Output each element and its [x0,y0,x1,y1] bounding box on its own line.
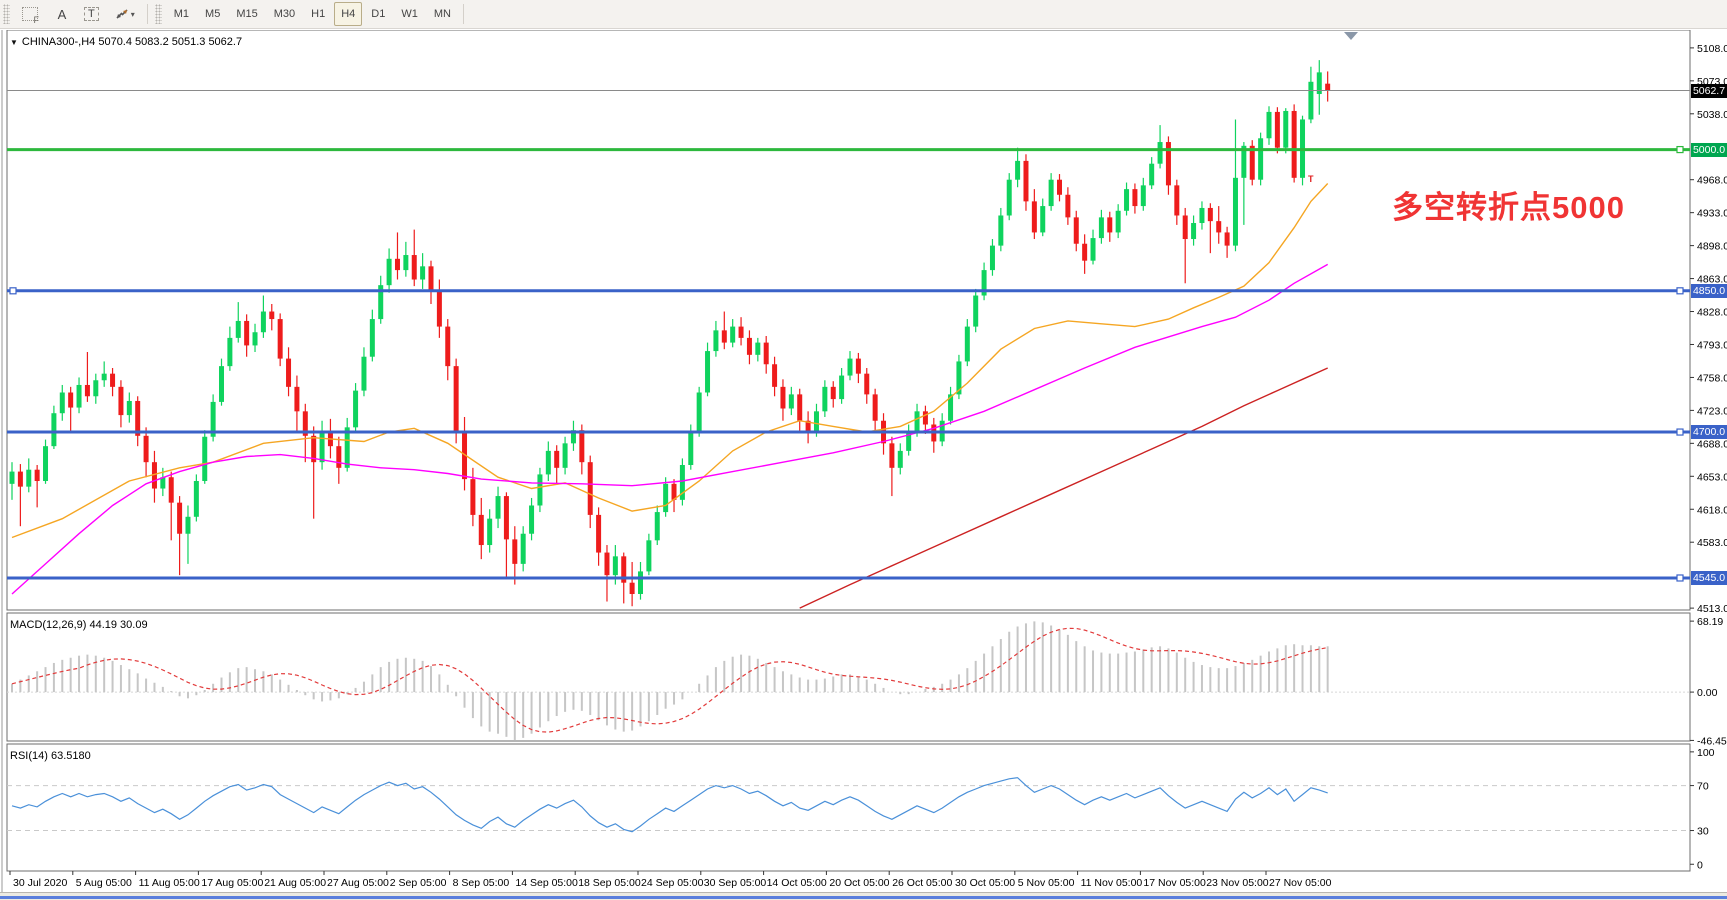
timeframe-button-group: M1 M5 M15 M30 H1 H4 D1 W1 MN [166,2,459,26]
chart-window[interactable]: ▼ CHINA300-,H4 5070.4 5083.2 5051.3 5062.… [0,30,1727,892]
chart-canvas[interactable]: 5108.05073.05038.04968.04933.04898.04863… [0,30,1727,892]
svg-text:4583.0: 4583.0 [1697,537,1727,549]
terminal-panel-edge [0,892,1727,900]
toolbar: F A T ▾ M1 M5 M15 M30 H1 H4 D1 W1 MN [0,0,1727,29]
svg-text:14 Sep 05:00: 14 Sep 05:00 [515,877,578,889]
dotted-grid-icon: F [22,7,39,25]
svg-text:30: 30 [1697,826,1709,838]
svg-text:30 Jul 2020: 30 Jul 2020 [13,877,67,889]
text-label-button[interactable]: T [77,2,106,26]
svg-text:4793.0: 4793.0 [1697,339,1727,351]
toolbar-separator [146,4,148,24]
svg-text:4513.0: 4513.0 [1697,603,1727,615]
rsi-line [11,777,1328,833]
svg-text:14 Oct 05:00: 14 Oct 05:00 [767,877,827,889]
chart-annotation-text[interactable]: 多空转折点5000 [1392,190,1625,225]
svg-text:26 Oct 05:00: 26 Oct 05:00 [892,877,952,889]
cursor-mode-button[interactable]: ▾ [108,2,142,26]
timeframe-button-h4[interactable]: H4 [334,2,363,26]
svg-text:24 Sep 05:00: 24 Sep 05:00 [641,877,704,889]
svg-text:0.00: 0.00 [1697,687,1718,699]
svg-text:4758.0: 4758.0 [1697,372,1727,384]
svg-text:23 Nov 05:00: 23 Nov 05:00 [1206,877,1269,889]
diagonal-arrows-icon [116,9,128,19]
svg-text:0: 0 [1697,859,1703,871]
svg-text:18 Sep 05:00: 18 Sep 05:00 [578,877,641,889]
toolbar-grip-icon [154,4,162,24]
font-button[interactable]: A [57,6,67,22]
svg-text:20 Oct 05:00: 20 Oct 05:00 [829,877,889,889]
timeframe-button-m30[interactable]: M30 [273,8,296,20]
svg-text:-46.45: -46.45 [1697,735,1727,747]
svg-text:5038.0: 5038.0 [1697,109,1727,121]
price-axis: 5108.05073.05038.04968.04933.04898.04863… [1690,43,1727,615]
timeframe-button-w1[interactable]: W1 [401,8,418,20]
svg-text:27 Aug 05:00: 27 Aug 05:00 [327,877,389,889]
svg-text:4618.0: 4618.0 [1697,504,1727,516]
timeframe-button-m1[interactable]: M1 [173,8,190,20]
svg-text:4933.0: 4933.0 [1697,208,1727,220]
svg-text:21 Aug 05:00: 21 Aug 05:00 [264,877,326,889]
timeframe-button-mn[interactable]: MN [433,8,451,20]
grid-f-button[interactable]: F [15,2,47,26]
svg-text:4968.0: 4968.0 [1697,175,1727,187]
svg-text:17 Aug 05:00: 17 Aug 05:00 [201,877,263,889]
svg-text:30 Oct 05:00: 30 Oct 05:00 [955,877,1015,889]
svg-text:5 Aug 05:00: 5 Aug 05:00 [76,877,132,889]
price-tag-5062.7: 5062.7 [1691,83,1727,98]
svg-text:4898.0: 4898.0 [1697,241,1727,253]
svg-text:4723.0: 4723.0 [1697,405,1727,417]
svg-text:100: 100 [1697,747,1715,759]
ma-slow-line [799,367,1328,609]
timeframe-button-d1[interactable]: D1 [371,8,386,20]
svg-text:4863.0: 4863.0 [1697,274,1727,286]
timeframe-button-m5[interactable]: M5 [205,8,221,20]
toolbar-separator [462,4,464,24]
price-tag-4850.0: 4850.0 [1691,283,1727,298]
price-tag-4700.0: 4700.0 [1691,425,1727,440]
timeframe-button-m15[interactable]: M15 [236,8,258,20]
svg-text:30 Sep 05:00: 30 Sep 05:00 [704,877,767,889]
rsi-indicator-label: RSI(14) 63.5180 [10,750,91,762]
chart-shift-marker-icon[interactable] [1344,32,1358,40]
svg-text:8 Sep 05:00: 8 Sep 05:00 [453,877,510,889]
svg-text:4828.0: 4828.0 [1697,307,1727,319]
svg-text:4653.0: 4653.0 [1697,471,1727,483]
terminal-panel-divider[interactable] [0,896,1727,899]
timeframe-button-h1[interactable]: H1 [311,8,326,20]
svg-text:27 Nov 05:00: 27 Nov 05:00 [1269,877,1332,889]
svg-text:68.19: 68.19 [1697,616,1723,628]
macd-indicator-label: MACD(12,26,9) 44.19 30.09 [10,619,148,631]
svg-text:11 Aug 05:00: 11 Aug 05:00 [139,877,200,889]
rsi-panel-layer [7,777,1690,833]
chart-title: ▼ CHINA300-,H4 5070.4 5083.2 5051.3 5062.… [10,36,243,48]
toolbar-grip-icon [3,4,10,24]
svg-text:11 Nov 05:00: 11 Nov 05:00 [1081,877,1143,889]
price-tag-4545.0: 4545.0 [1691,570,1727,585]
svg-text:70: 70 [1697,781,1709,793]
date-axis: 30 Jul 2020 5 Aug 05:00 11 Aug 05:00 17 Aug… [9,871,1332,889]
text-box-icon: T [84,7,99,21]
svg-text:5108.0: 5108.0 [1697,43,1727,55]
price-tag-5000.0: 5000.0 [1691,142,1727,157]
chevron-down-icon: ▾ [130,9,135,19]
symbol-dropdown-icon[interactable]: ▼ [10,38,18,47]
svg-text:17 Nov 05:00: 17 Nov 05:00 [1143,877,1206,889]
macd-histogram [7,621,1690,740]
svg-text:2 Sep 05:00: 2 Sep 05:00 [390,877,447,889]
svg-text:5 Nov 05:00: 5 Nov 05:00 [1018,877,1075,889]
svg-text:4688.0: 4688.0 [1697,438,1727,450]
ma-medium-line [11,263,1329,595]
object-marker-t: T [1308,174,1314,184]
